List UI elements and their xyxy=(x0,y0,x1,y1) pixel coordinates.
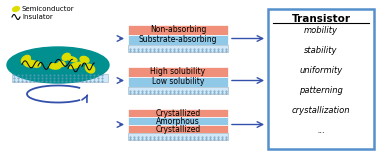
Ellipse shape xyxy=(62,53,70,60)
Ellipse shape xyxy=(80,56,89,63)
Ellipse shape xyxy=(58,61,65,67)
Text: Crystallized: Crystallized xyxy=(155,125,201,133)
Text: uniformity: uniformity xyxy=(299,66,342,75)
Text: Amorphous: Amorphous xyxy=(156,116,200,125)
FancyBboxPatch shape xyxy=(128,67,228,77)
Text: Transistor: Transistor xyxy=(291,14,350,24)
Ellipse shape xyxy=(49,64,60,69)
Text: Insulator: Insulator xyxy=(22,14,53,20)
Ellipse shape xyxy=(22,55,30,64)
Text: crystallization: crystallization xyxy=(292,106,350,115)
Ellipse shape xyxy=(68,57,77,62)
Ellipse shape xyxy=(12,7,19,11)
FancyBboxPatch shape xyxy=(12,74,108,82)
FancyBboxPatch shape xyxy=(128,35,228,45)
Text: Low solubility: Low solubility xyxy=(152,78,204,87)
Ellipse shape xyxy=(31,61,40,67)
FancyBboxPatch shape xyxy=(128,133,228,140)
Ellipse shape xyxy=(69,62,82,68)
FancyBboxPatch shape xyxy=(128,45,228,52)
Text: Non-absorbing: Non-absorbing xyxy=(150,25,206,35)
FancyBboxPatch shape xyxy=(128,87,228,94)
Ellipse shape xyxy=(24,60,36,67)
Text: Substrate-absorbing: Substrate-absorbing xyxy=(139,35,217,44)
Text: ...: ... xyxy=(317,126,325,135)
FancyBboxPatch shape xyxy=(128,25,228,35)
Text: High solubility: High solubility xyxy=(150,68,206,76)
Text: Semiconductor: Semiconductor xyxy=(22,6,74,12)
Text: patterning: patterning xyxy=(299,86,343,95)
Ellipse shape xyxy=(7,47,109,83)
FancyBboxPatch shape xyxy=(128,117,228,125)
FancyBboxPatch shape xyxy=(128,109,228,117)
Text: stability: stability xyxy=(304,46,338,55)
FancyBboxPatch shape xyxy=(128,77,228,87)
FancyBboxPatch shape xyxy=(268,9,374,149)
Ellipse shape xyxy=(85,64,95,73)
FancyBboxPatch shape xyxy=(128,125,228,133)
Text: Crystallized: Crystallized xyxy=(155,108,201,117)
Text: mobility: mobility xyxy=(304,26,338,35)
